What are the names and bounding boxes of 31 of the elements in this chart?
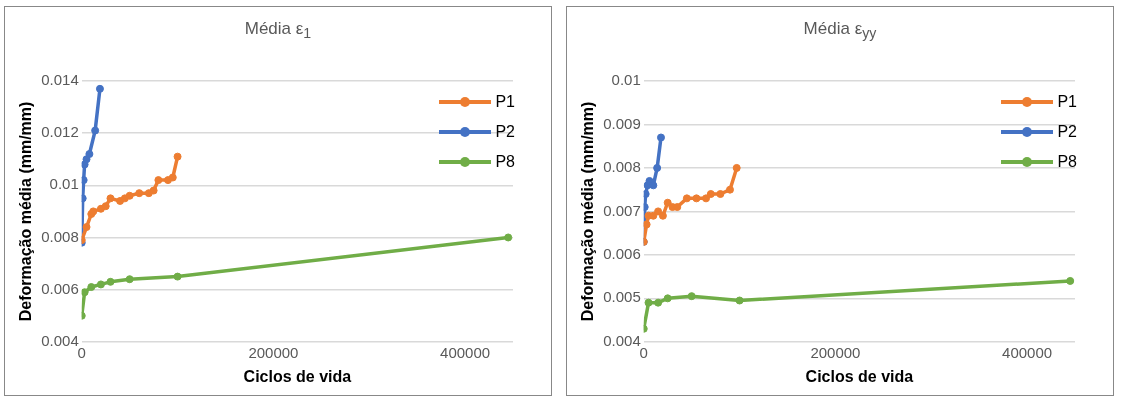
chart-title: Média ε$_{yy}$: [802, 19, 878, 42]
y-axis-title: Deformação média (mm/mm): [579, 101, 597, 322]
legend-label: P8: [1057, 153, 1077, 171]
x-tick-label: 400000: [440, 343, 491, 361]
y-tick-label: 0.014: [41, 71, 79, 89]
x-axis-title: Ciclos de vida: [805, 367, 914, 385]
x-tick-label: 0: [77, 343, 86, 361]
y-tick-label: 0.012: [41, 123, 79, 141]
y-tick-label: 0.01: [611, 71, 641, 89]
legend-label: P1: [1057, 93, 1077, 111]
y-tick-label: 0.008: [41, 227, 79, 245]
x-tick-label: 0: [639, 343, 648, 361]
x-axis-title: Ciclos de vida: [243, 367, 352, 385]
legend-label: P2: [1057, 123, 1077, 141]
y-tick-label: 0.005: [603, 288, 641, 306]
y-tick-label: 0.006: [603, 245, 641, 263]
y-tick-label: 0.004: [41, 331, 79, 349]
y-tick-label: 0.007: [603, 201, 641, 219]
y-tick-label: 0.008: [603, 158, 641, 176]
legend-label: P2: [495, 123, 515, 141]
x-tick-label: 200000: [810, 343, 861, 361]
y-tick-label: 0.01: [49, 175, 79, 193]
x-tick-label: 400000: [1002, 343, 1053, 361]
y-tick-label: 0.004: [603, 331, 641, 349]
chart-title: Média ε$_{1}$: [243, 19, 313, 42]
x-tick-label: 200000: [248, 343, 299, 361]
legend-label: P8: [495, 153, 515, 171]
y-tick-label: 0.006: [41, 279, 79, 297]
legend-label: P1: [495, 93, 515, 111]
y-axis-title: Deformação média (mm/mm): [17, 101, 35, 322]
y-tick-label: 0.009: [603, 114, 641, 132]
